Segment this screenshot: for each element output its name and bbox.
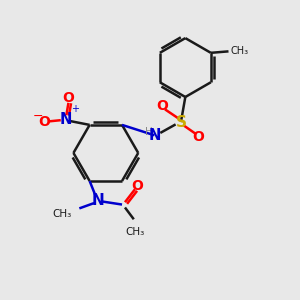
Text: O: O (131, 179, 143, 193)
Text: H: H (145, 127, 153, 137)
Text: CH₃: CH₃ (231, 46, 249, 56)
Text: N: N (92, 193, 105, 208)
Text: CH₃: CH₃ (53, 209, 72, 219)
Text: O: O (157, 99, 169, 113)
Text: O: O (38, 115, 50, 129)
Text: CH₃: CH₃ (126, 227, 145, 237)
Text: N: N (59, 112, 72, 127)
Text: O: O (193, 130, 205, 144)
Text: O: O (62, 92, 74, 105)
Text: −: − (33, 110, 44, 123)
Text: +: + (71, 104, 80, 114)
Text: S: S (176, 115, 186, 130)
Text: N: N (148, 128, 160, 143)
